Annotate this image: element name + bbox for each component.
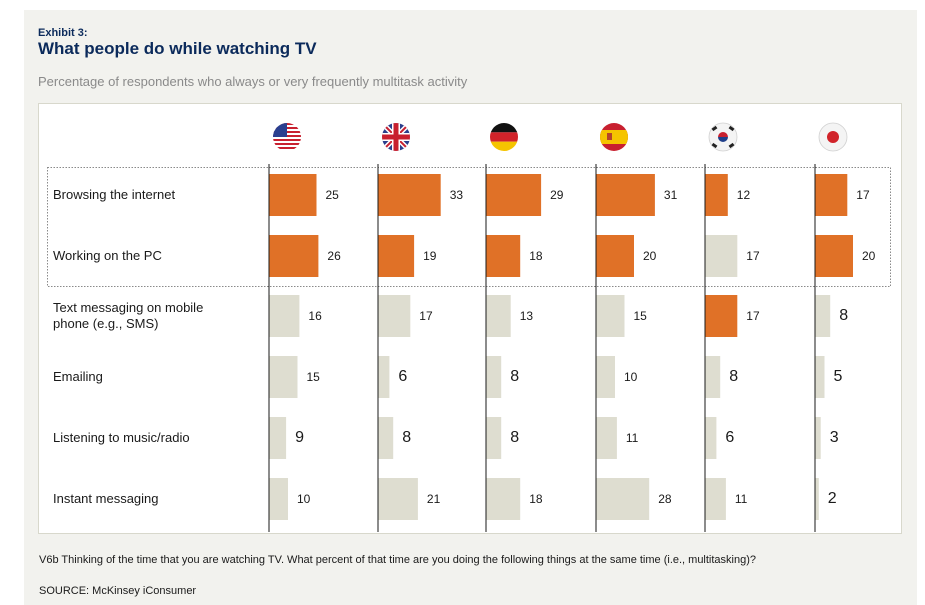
bar-value-label: 28 xyxy=(658,492,672,506)
bar-value-label: 26 xyxy=(327,249,341,263)
chart-title: What people do while watching TV xyxy=(38,39,317,58)
bar-value-label: 20 xyxy=(643,249,657,263)
bar xyxy=(596,417,617,459)
bar-value-label: 15 xyxy=(307,370,321,384)
bar xyxy=(705,295,738,337)
bar xyxy=(705,417,717,459)
row-label: Text messaging on mobile phone (e.g., SMS… xyxy=(53,300,203,331)
bar xyxy=(705,356,721,398)
bar-value-label: 31 xyxy=(664,188,678,202)
bar-value-label: 17 xyxy=(746,249,760,263)
bar-value-label: 3 xyxy=(830,429,839,446)
bar xyxy=(815,235,853,277)
bar xyxy=(596,235,634,277)
south-korea-flag-icon xyxy=(708,122,738,152)
bar-value-label: 16 xyxy=(308,309,322,323)
bar xyxy=(486,174,542,216)
bar-value-label: 11 xyxy=(626,431,639,445)
bar xyxy=(486,417,502,459)
bar xyxy=(486,235,521,277)
chart-subtitle: Percentage of respondents who always or … xyxy=(38,74,468,89)
exhibit-label: Exhibit 3: xyxy=(38,27,88,39)
bar-value-label: 17 xyxy=(746,309,760,323)
bar-value-label: 8 xyxy=(402,429,411,446)
bar-value-label: 33 xyxy=(450,188,464,202)
bar xyxy=(486,295,511,337)
bar-value-label: 8 xyxy=(510,368,519,385)
uk-flag-icon xyxy=(382,123,410,151)
source-note: SOURCE: McKinsey iConsumer xyxy=(39,585,197,597)
germany-flag-icon xyxy=(490,123,518,151)
bar xyxy=(378,417,394,459)
bar xyxy=(815,478,819,520)
question-footnote: V6b Thinking of the time that you are wa… xyxy=(39,554,757,566)
japan-flag-icon xyxy=(818,122,848,152)
bar xyxy=(705,174,728,216)
bar xyxy=(815,295,831,337)
bar xyxy=(815,417,821,459)
bar-value-label: 17 xyxy=(419,309,433,323)
bar xyxy=(596,356,615,398)
bar-value-label: 18 xyxy=(529,492,543,506)
us-flag-icon xyxy=(273,123,301,149)
bar xyxy=(269,235,319,277)
bar-value-label: 13 xyxy=(520,309,534,323)
bar xyxy=(378,174,441,216)
bar xyxy=(378,478,418,520)
bar-value-label: 11 xyxy=(735,492,748,506)
row-label: Browsing the internet xyxy=(53,187,176,202)
bar xyxy=(815,174,848,216)
bar xyxy=(269,174,317,216)
bar xyxy=(486,356,502,398)
bar xyxy=(596,295,625,337)
bar xyxy=(486,478,521,520)
row-label: Listening to music/radio xyxy=(53,430,190,445)
exhibit-page: Exhibit 3: What people do while watching… xyxy=(24,10,917,605)
row-label: Instant messaging xyxy=(53,491,159,506)
bar xyxy=(378,235,415,277)
bar xyxy=(269,478,288,520)
chart-panel: 25 33 29 31 12 17 26 19 18 20 17 20 16 17 13 15 17 8 15 6 8 1… xyxy=(38,103,902,534)
bar xyxy=(378,295,411,337)
bar-value-label: 8 xyxy=(729,368,738,385)
spain-flag-icon xyxy=(600,123,628,151)
bar xyxy=(596,174,655,216)
bar-value-label: 8 xyxy=(510,429,519,446)
bar-value-label: 5 xyxy=(834,368,843,385)
bar-value-label: 15 xyxy=(634,309,648,323)
bar-value-label: 10 xyxy=(624,370,638,384)
bar xyxy=(596,478,650,520)
bar xyxy=(705,478,726,520)
bar-value-label: 25 xyxy=(326,188,340,202)
row-label: Working on the PC xyxy=(53,248,162,263)
highlight-dotted-box xyxy=(47,167,891,287)
bar-value-label: 6 xyxy=(725,429,734,446)
bar-value-label: 17 xyxy=(856,188,870,202)
bar-value-label: 18 xyxy=(529,249,543,263)
bar xyxy=(269,356,298,398)
bar-value-label: 20 xyxy=(862,249,876,263)
bar xyxy=(269,417,287,459)
bar-value-label: 6 xyxy=(398,368,407,385)
bar-value-label: 12 xyxy=(737,188,751,202)
bar-value-label: 2 xyxy=(828,490,837,507)
bar-value-label: 19 xyxy=(423,249,437,263)
row-label: Emailing xyxy=(53,369,103,384)
bar-value-label: 8 xyxy=(839,307,848,324)
bar xyxy=(705,235,738,277)
bar-value-label: 29 xyxy=(550,188,564,202)
bar xyxy=(815,356,825,398)
bar xyxy=(378,356,390,398)
bar xyxy=(269,295,300,337)
bar-value-label: 10 xyxy=(297,492,311,506)
bar-value-label: 9 xyxy=(295,429,304,446)
bar-value-label: 21 xyxy=(427,492,441,506)
